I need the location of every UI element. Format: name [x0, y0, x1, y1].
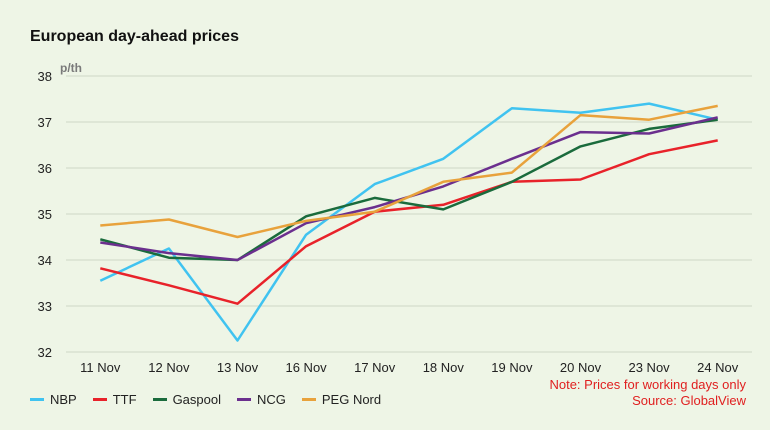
y-tick-label: 33	[38, 299, 52, 314]
legend-swatch	[152, 398, 167, 401]
y-tick-label: 34	[38, 253, 52, 268]
series-line-ncg	[100, 116, 718, 262]
legend-swatch	[301, 398, 316, 401]
series-line-ttf	[99, 139, 718, 305]
y-tick-label: 38	[38, 69, 52, 84]
x-tick-label: 11 Nov	[80, 360, 121, 375]
x-tick-label: 17 Nov	[354, 360, 396, 375]
y-tick-label: 36	[38, 161, 52, 176]
grid-lines	[66, 75, 752, 353]
legend-label: NCG	[256, 392, 286, 407]
legend-item-ncg: NCG	[236, 392, 286, 407]
x-tick-label: 24 Nov	[697, 360, 739, 375]
x-tick-label: 20 Nov	[560, 360, 602, 375]
chart-title: European day-ahead prices	[30, 28, 239, 45]
chart-notes: Note: Prices for working days only Sourc…	[549, 377, 746, 409]
x-tick-label: 19 Nov	[491, 360, 533, 375]
legend-label: NBP	[50, 392, 77, 407]
legend-label: TTF	[112, 392, 137, 407]
note-source: Source: GlobalView	[632, 393, 746, 408]
series-line-gaspool	[99, 118, 718, 262]
y-axis-ticks: 32 33 34 35 36 37 38	[38, 69, 52, 360]
series-lines	[99, 102, 718, 342]
legend-item-nbp: NBP	[30, 392, 77, 407]
y-axis-unit: p/th	[60, 61, 82, 75]
legend: NBP TTF Gaspool NCG PEG Nord	[30, 392, 397, 407]
legend-swatch	[30, 398, 44, 401]
x-tick-label: 23 Nov	[628, 360, 670, 375]
legend-item-ttf: TTF	[92, 392, 137, 407]
note-working-days: Note: Prices for working days only	[549, 377, 746, 392]
x-axis-ticks: 11 Nov 12 Nov 13 Nov 16 Nov 17 Nov 18 Nov 19 N…	[80, 360, 739, 375]
x-tick-label: 16 Nov	[285, 360, 327, 375]
legend-item-peg-nord: PEG Nord	[301, 392, 382, 407]
y-tick-label: 32	[38, 345, 52, 360]
x-tick-label: 18 Nov	[423, 360, 465, 375]
y-tick-label: 37	[38, 115, 52, 130]
legend-item-gaspool: Gaspool	[152, 392, 221, 407]
y-tick-label: 35	[38, 207, 52, 222]
legend-label: PEG Nord	[321, 392, 382, 407]
series-line-nbp	[99, 102, 718, 342]
legend-swatch	[92, 398, 107, 401]
legend-label: Gaspool	[172, 392, 221, 407]
series-line-peg-nord	[100, 104, 718, 239]
x-tick-label: 12 Nov	[148, 360, 190, 375]
x-tick-label: 13 Nov	[217, 360, 259, 375]
legend-swatch	[236, 398, 251, 401]
